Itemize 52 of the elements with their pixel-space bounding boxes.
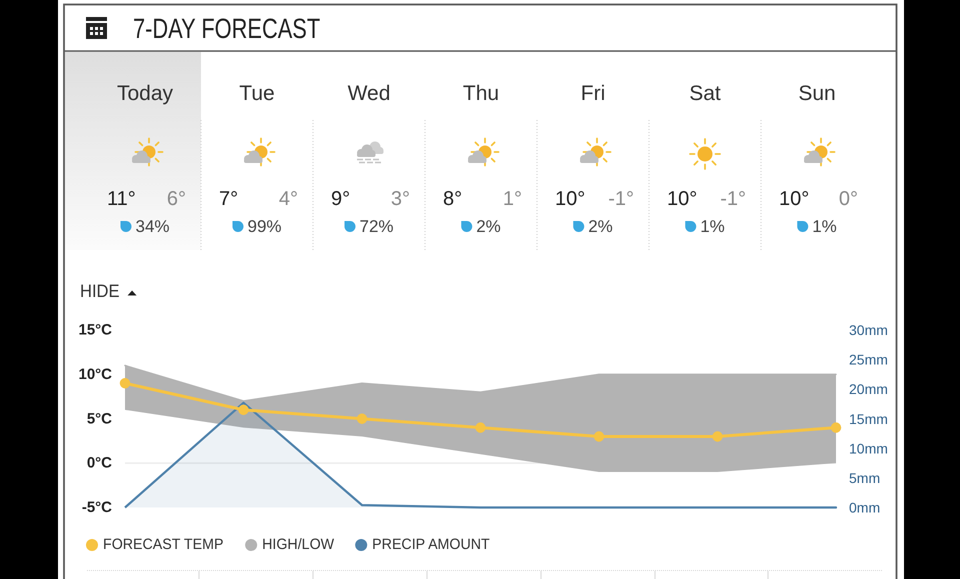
y2-tick-label: 30mm: [849, 322, 888, 338]
point: [712, 431, 723, 442]
y2-tick-label: 5mm: [849, 470, 880, 486]
category-label: Thu: [462, 82, 500, 105]
category-label: Tue: [239, 82, 275, 105]
text: 6°: [166, 188, 186, 210]
category-label: Sat: [689, 82, 721, 105]
text: 7°: [219, 188, 238, 210]
text: 2%: [476, 217, 501, 236]
point: [830, 422, 842, 433]
point: [475, 422, 486, 433]
point: [356, 414, 368, 424]
text: 2%: [588, 217, 613, 236]
text: 7-DAY FORECAST: [133, 13, 320, 45]
y2-tick-label: 10mm: [849, 440, 888, 456]
legend-label: FORECAST TEMP: [103, 536, 224, 554]
y-tick-label: 5°C: [86, 410, 112, 428]
text: 3°: [390, 188, 410, 210]
text: 10°: [667, 188, 698, 210]
text: 4°: [278, 188, 298, 210]
text: 9°: [331, 188, 350, 210]
y-tick-label: 0°C: [86, 454, 112, 472]
y2-tick-label: 25mm: [849, 352, 888, 368]
category-label: Fri: [580, 82, 606, 105]
legend-label: PRECIP AMOUNT: [372, 536, 490, 554]
text: 1%: [700, 217, 725, 236]
text: 0°: [838, 188, 858, 210]
category-label: Wed: [348, 82, 390, 105]
text: 11°: [107, 188, 136, 210]
text: 10°: [779, 188, 810, 210]
text: 8°: [443, 188, 462, 210]
point: [238, 404, 249, 416]
point: [120, 378, 130, 388]
y-tick-label: 15°C: [78, 322, 112, 338]
legend-label: HIGH/LOW: [262, 536, 334, 554]
text: 1°: [502, 188, 522, 210]
y-tick-label: 10°C: [78, 366, 112, 383]
y2-tick-label: 15mm: [849, 410, 888, 427]
text: 10°: [555, 188, 586, 210]
text: 99%: [247, 217, 282, 236]
y2-tick-label: 0mm: [849, 500, 880, 516]
text: 34%: [135, 217, 170, 236]
category-label: Today: [116, 82, 174, 105]
text: 72%: [359, 217, 394, 236]
y2-tick-label: 20mm: [849, 381, 888, 398]
text: -1°: [720, 188, 746, 210]
category-label: Sun: [798, 82, 836, 105]
text: 1%: [812, 217, 837, 236]
y-tick-label: -5°C: [82, 499, 112, 516]
text: HIDE: [80, 280, 120, 302]
point: [594, 431, 604, 442]
text: -1°: [608, 188, 634, 210]
